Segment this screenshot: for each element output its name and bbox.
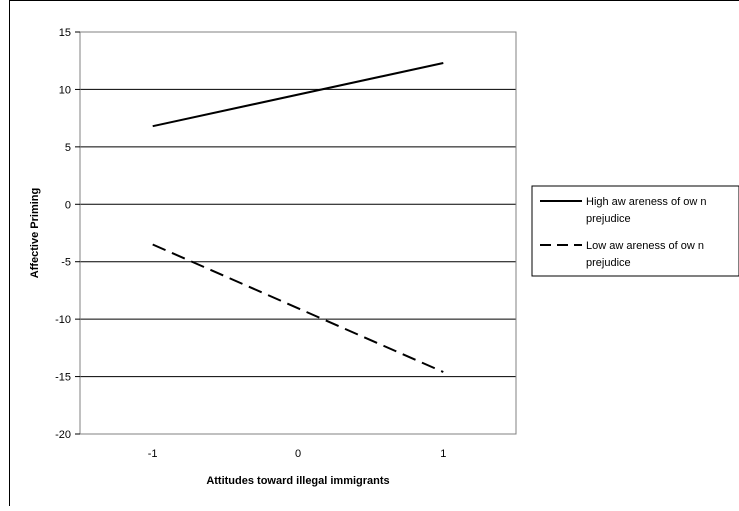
legend-label-low-awareness-line1: Low aw areness of ow n [586,240,704,252]
x-tick-layer: -1 0 1 [148,448,447,460]
legend-label-low-awareness-line2: prejudice [586,257,631,269]
series-line-low-awareness [152,243,444,373]
y-tick-label: 5 [65,142,71,154]
x-tick-label: 1 [440,448,446,460]
series-line-high-awareness [152,62,444,128]
x-tick-label: 0 [295,448,301,460]
y-axis-title: Affective Priming [29,188,41,278]
x-axis-title: Attitudes toward illegal immigrants [206,475,389,487]
y-tick-label: -20 [55,429,71,441]
y-tick-label: 15 [59,27,71,39]
y-tick-label: 0 [65,199,71,211]
series-layer [152,62,444,373]
y-tick-label: -5 [61,257,71,269]
y-tick-label: -10 [55,314,71,326]
x-tick-label: -1 [148,448,158,460]
y-tick-layer: 15 10 5 0 -5 -10 -15 -20 [55,27,80,441]
y-tick-label: 10 [59,84,71,96]
legend-label-high-awareness-line2: prejudice [586,213,631,225]
y-tick-label: -15 [55,372,71,384]
grid-layer [80,88,516,378]
legend-label-high-awareness-line1: High aw areness of ow n [586,196,706,208]
plot-area [79,31,517,435]
legend: High aw areness of ow n prejudice Low aw… [531,185,739,277]
